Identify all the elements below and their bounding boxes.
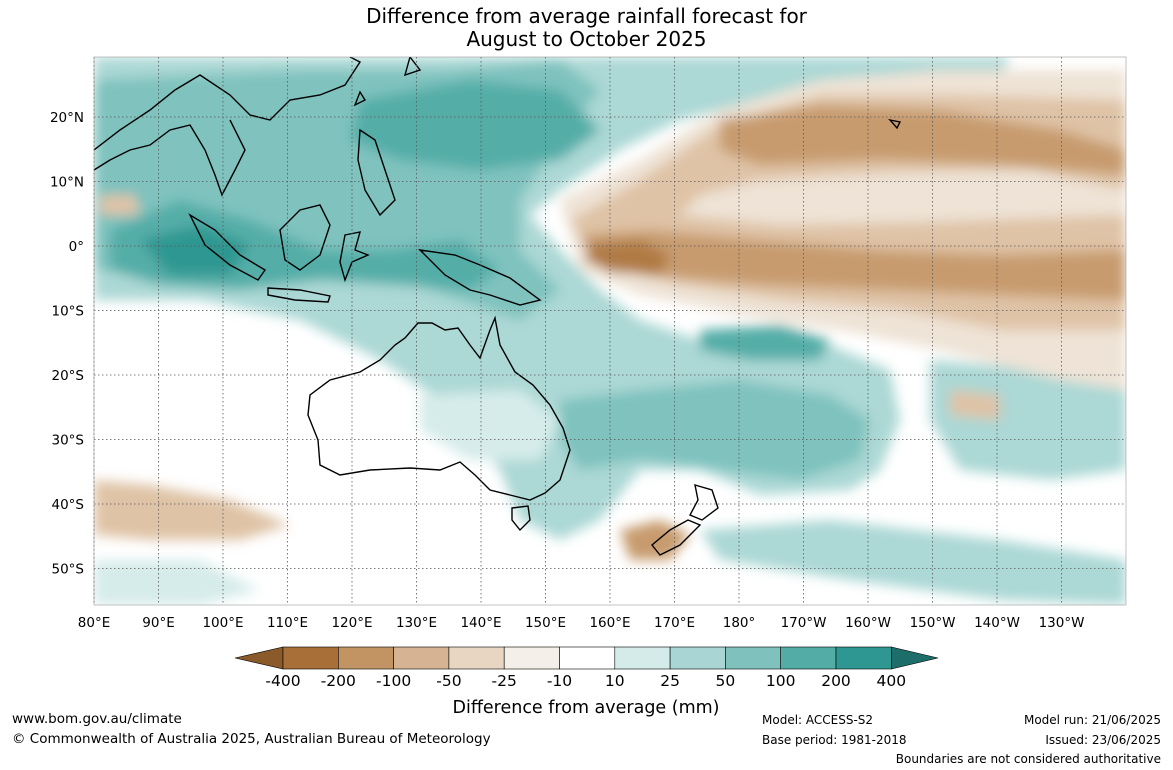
longitude-tick-label: 180°	[723, 615, 756, 631]
colorbar-swatch	[448, 646, 505, 670]
colorbar-swatch	[337, 646, 394, 670]
colorbar-tick-label: 25	[660, 672, 680, 690]
wet-region-west-aus	[420, 390, 560, 460]
colorbar-max-arrow	[890, 646, 939, 670]
latitude-tick-label: 20°S	[52, 368, 85, 384]
latitude-tick-label: 20°N	[50, 110, 84, 126]
colorbar-swatch	[503, 646, 560, 670]
colorbar-swatch	[835, 646, 892, 670]
wet-region-coral	[700, 325, 830, 360]
wet-region-ne	[350, 80, 600, 170]
map-title-line2: August to October 2025	[466, 27, 707, 51]
colorbar-tick-label: -100	[376, 672, 411, 690]
dry-region-pacific-mid	[580, 230, 1126, 300]
colorbar-title: Difference from average (mm)	[452, 698, 719, 718]
longitude-tick-label: 100°E	[202, 615, 243, 631]
footer-disclaimer: Boundaries are not considered authoritat…	[895, 752, 1161, 766]
latitude-tick-label: 10°N	[50, 174, 84, 190]
colorbar-swatch	[614, 646, 671, 670]
footer-model: Model: ACCESS-S2	[762, 713, 874, 727]
map-title-line1: Difference from average rainfall forecas…	[366, 4, 807, 28]
colorbar-tick-label: 400	[877, 672, 907, 690]
wet-region-sw	[94, 560, 260, 605]
longitude-tick-label: 110°E	[267, 615, 308, 631]
longitude-tick-label: 150°W	[910, 615, 956, 631]
asia-mainland-coast	[94, 57, 362, 197]
anomaly-field	[94, 57, 1126, 605]
colorbar-swatch	[780, 646, 837, 670]
longitude-tick-label: 170°E	[654, 615, 695, 631]
colorbar-swatch	[725, 646, 782, 670]
longitude-tick-label: 140°E	[460, 615, 501, 631]
java-coast	[267, 287, 331, 303]
latitude-tick-label: 50°S	[52, 561, 85, 577]
dry-region-north-band	[720, 105, 1126, 175]
colorbar-tick-label: -50	[436, 672, 461, 690]
longitude-labels: 80°E 90°E 100°E 110°E 120°E 130°E 140°E 150°E 16…	[78, 615, 1085, 631]
longitude-tick-label: 130°E	[396, 615, 437, 631]
footer-url[interactable]: www.bom.gov.au/climate	[12, 711, 182, 727]
colorbar-tick-label: 200	[821, 672, 851, 690]
longitude-tick-label: 140°W	[974, 615, 1020, 631]
dry-region-equator-core	[585, 240, 670, 275]
dry-region-nz	[620, 520, 690, 560]
latitude-tick-label: 30°S	[52, 432, 85, 448]
colorbar-swatch	[282, 646, 339, 670]
footer-copyright: © Commonwealth of Australia 2025, Austra…	[12, 731, 491, 747]
dry-region-small-1	[100, 195, 140, 215]
wet-region-se-pacific	[930, 360, 1126, 480]
coastlines	[94, 57, 902, 556]
sumatra-coast	[188, 213, 267, 281]
colorbar-min-arrow	[234, 646, 284, 670]
longitude-tick-label: 150°E	[525, 615, 566, 631]
colorbar-tick-label: 100	[766, 672, 796, 690]
new-guinea-coast	[418, 249, 542, 306]
colorbar-swatch	[559, 646, 616, 670]
latitude-tick-label: 10°S	[52, 303, 85, 319]
colorbar-tick-label: -10	[547, 672, 572, 690]
longitude-tick-label: 170°W	[781, 615, 827, 631]
longitude-tick-label: 90°E	[142, 615, 174, 631]
dry-region-west-ocean	[94, 480, 290, 540]
footer-base-period: Base period: 1981-2018	[762, 733, 907, 747]
philippines-coast	[357, 128, 396, 217]
hawaii-coast	[888, 118, 902, 130]
colorbar-tick-label: 50	[716, 672, 736, 690]
sulawesi-coast	[339, 231, 370, 283]
colorbar-tick-label: -200	[321, 672, 356, 690]
colorbar-labels: -400 -200 -100 -50 -25 -10 10 25 50 100 200 400	[265, 672, 906, 690]
colorbar-tick-label: -400	[265, 672, 300, 690]
australia-coast	[307, 315, 571, 501]
longitude-tick-label: 120°E	[331, 615, 372, 631]
new-zealand-coast	[651, 484, 719, 556]
longitude-tick-label: 160°E	[589, 615, 630, 631]
latitude-labels: 20°N 10°N 0° 10°S 20°S 30°S 40°S 50°S	[50, 110, 85, 577]
colorbar-swatch	[669, 646, 726, 670]
latitude-tick-label: 40°S	[52, 497, 85, 513]
longitude-tick-label: 130°W	[1039, 615, 1085, 631]
colorbar-tick-label: 10	[605, 672, 625, 690]
latitude-tick-label: 0°	[69, 239, 84, 255]
tasmania-coast	[511, 505, 531, 532]
map-frame	[93, 56, 1127, 606]
longitude-tick-label: 160°W	[845, 615, 891, 631]
japan-taiwan-coast	[353, 57, 422, 107]
footer-issued: Issued: 23/06/2025	[1045, 733, 1161, 747]
longitude-tick-label: 80°E	[78, 615, 110, 631]
dry-region-small-2	[950, 390, 1000, 420]
wet-region-nz-south	[700, 520, 1126, 605]
footer-model-run: Model run: 21/06/2025	[1023, 713, 1161, 727]
colorbar-tick-label: -25	[492, 672, 517, 690]
colorbar	[234, 646, 939, 670]
wet-region-east-aus	[560, 380, 870, 480]
colorbar-swatch	[393, 646, 450, 670]
